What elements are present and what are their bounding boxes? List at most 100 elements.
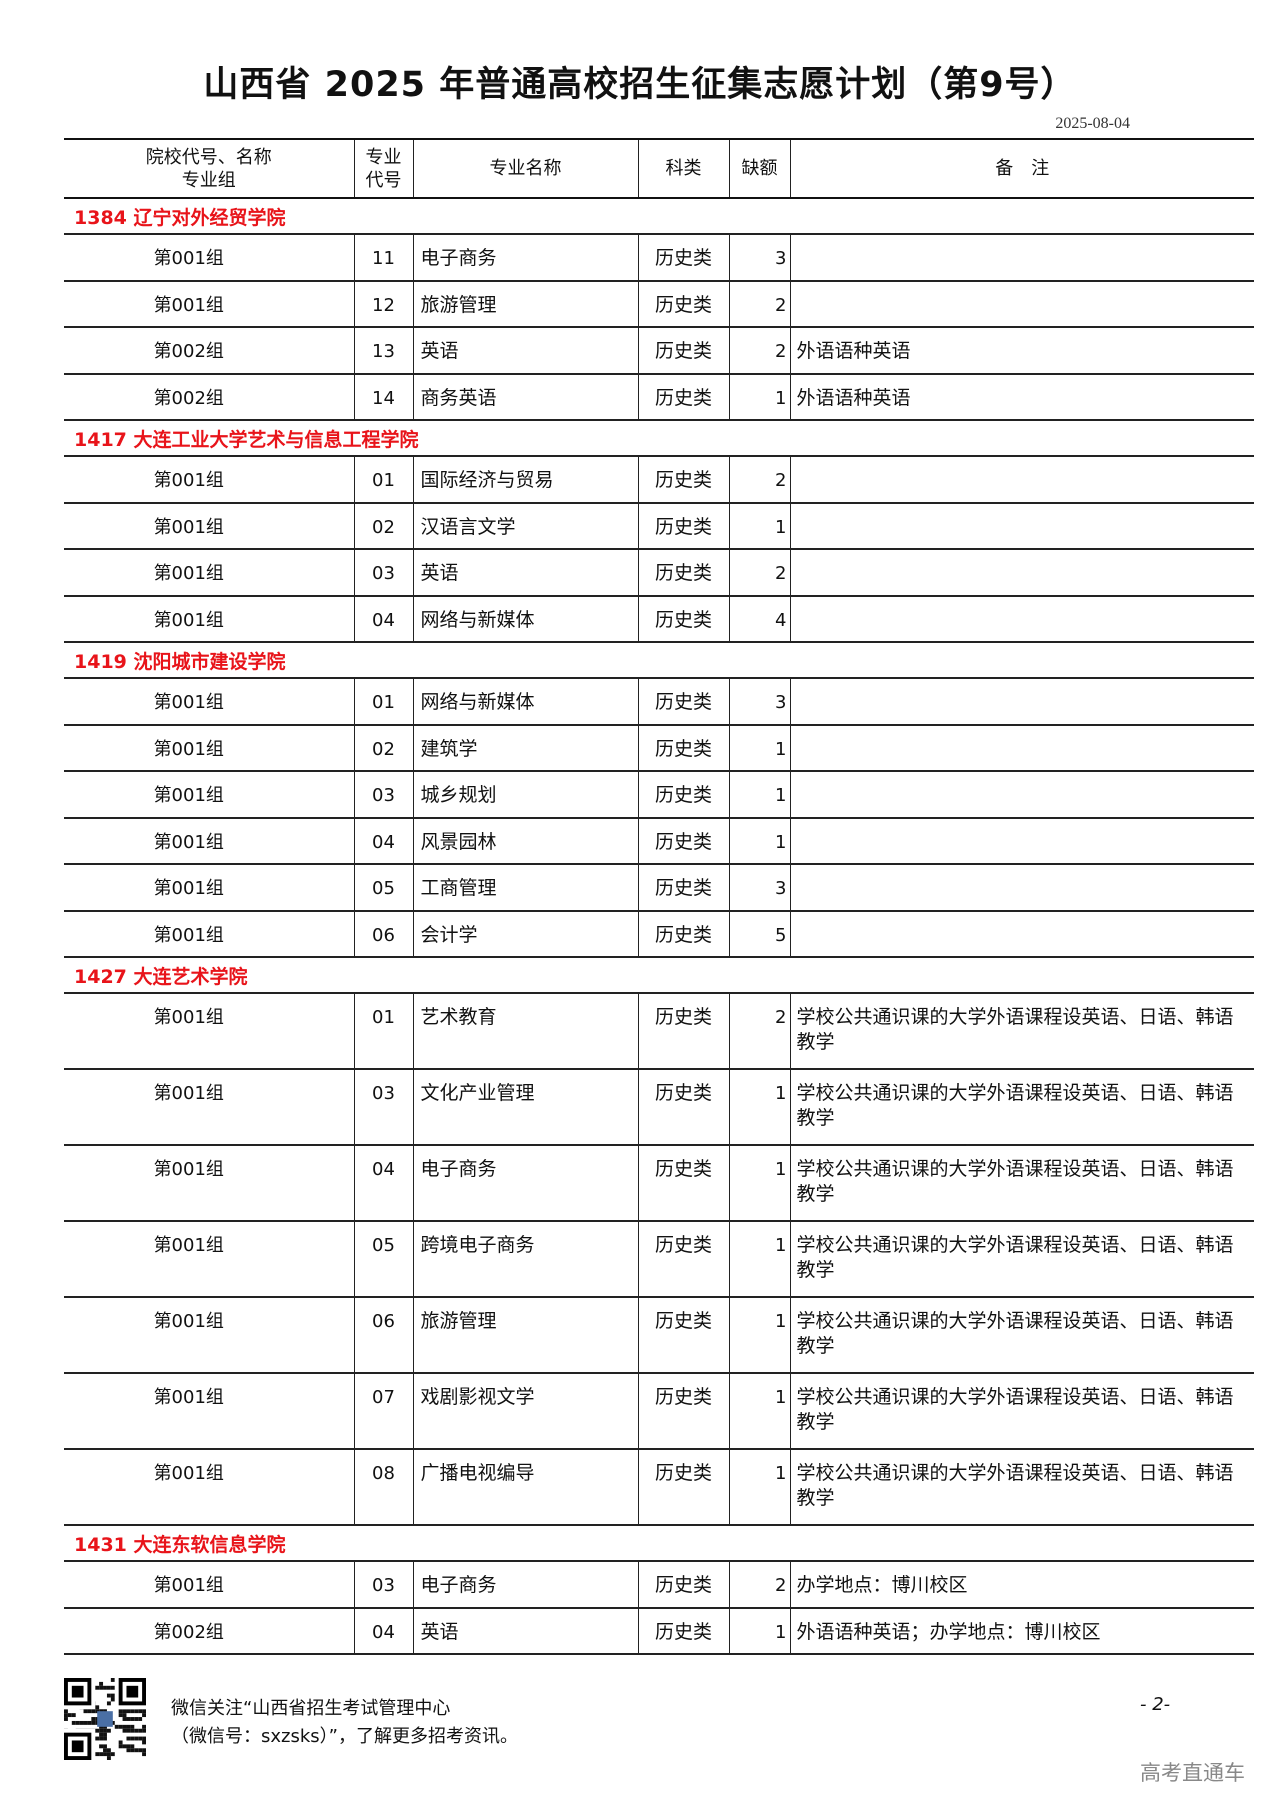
page-title: 山西省 2025 年普通高校招生征集志愿计划（第9号） [203, 65, 1077, 105]
category-cell: 历史类 [637, 1069, 729, 1145]
category-cell: 历史类 [637, 1145, 729, 1221]
major-code-cell: 13 [353, 327, 413, 374]
quota-cell: 1 [728, 817, 790, 864]
group-cell: 第001组 [153, 831, 224, 853]
table-row: 第001组 03 文化产业管理 历史类 1 学校公共通识课的大学外语课程设英语、日语、韩语… [64, 1069, 1254, 1145]
major-name-cell: 商务英语 [412, 373, 638, 420]
quota-cell: 1 [728, 1145, 790, 1221]
group-cell: 第001组 [153, 692, 224, 713]
table-row: 第002组 13 英语 历史类 2 外语语种英语 [64, 327, 1254, 374]
major-code-cell: 02 [353, 724, 413, 771]
category-cell: 历史类 [637, 1221, 729, 1297]
category-cell: 历史类 [637, 724, 729, 771]
qr-code-icon [64, 1678, 146, 1760]
major-name-cell: 汉语言文学 [412, 502, 638, 549]
group-cell: 第001组 [153, 563, 224, 584]
quota-cell: 1 [728, 1373, 790, 1449]
quota-cell: 3 [728, 234, 790, 281]
major-name-cell: 网络与新媒体 [412, 678, 638, 725]
table-row: 第001组 07 戏剧影视文学 历史类 1 学校公共通识课的大学外语课程设英语、日语、韩语… [64, 1373, 1254, 1449]
major-name-cell: 网络与新媒体 [412, 595, 638, 642]
category-cell: 历史类 [637, 373, 729, 420]
note-cell: 学校公共通识课的大学外语课程设英语、日语、韩语教学 [789, 993, 1254, 1069]
school-name: 1417 大连工业大学艺术与信息工程学院 [74, 428, 419, 451]
group-cell: 第001组 [153, 878, 224, 899]
header-category: 科类 [637, 139, 729, 198]
quota-cell: 2 [728, 456, 790, 503]
major-name-cell: 电子商务 [412, 1145, 638, 1221]
group-cell: 第001组 [153, 609, 224, 631]
category-cell: 历史类 [637, 678, 729, 725]
category-cell: 历史类 [637, 456, 729, 503]
table-row: 第001组 05 工商管理 历史类 3 [64, 864, 1254, 911]
table-row: 第002组 04 英语 历史类 1 外语语种英语；办学地点：博川校区 [64, 1607, 1254, 1654]
category-cell: 历史类 [637, 234, 729, 281]
major-name-cell: 跨境电子商务 [412, 1221, 638, 1297]
major-code-cell: 03 [353, 549, 413, 596]
table-row: 第001组 04 风景园林 历史类 1 [64, 817, 1254, 864]
major-name-cell: 国际经济与贸易 [412, 456, 638, 503]
major-name-cell: 会计学 [412, 910, 638, 957]
major-code-cell: 08 [353, 1449, 413, 1525]
category-cell: 历史类 [637, 280, 729, 327]
group-cell: 第001组 [153, 1007, 224, 1028]
group-cell: 第001组 [153, 1235, 224, 1256]
quota-cell: 1 [728, 1297, 790, 1373]
group-cell: 第001组 [153, 1159, 224, 1180]
header-code-line1: 专业 [365, 146, 402, 168]
group-cell: 第001组 [153, 1575, 224, 1596]
category-cell: 历史类 [637, 771, 729, 818]
major-code-cell: 05 [353, 1221, 413, 1297]
major-code-cell: 01 [353, 993, 413, 1069]
category-cell: 历史类 [637, 993, 729, 1069]
quota-cell: 1 [728, 1449, 790, 1525]
category-cell: 历史类 [637, 1607, 729, 1654]
group-cell: 第001组 [153, 516, 224, 538]
footer-wechat-line1: 微信关注“山西省招生考试管理中心 [171, 1698, 451, 1719]
group-cell: 第001组 [153, 470, 224, 491]
category-cell: 历史类 [637, 864, 729, 911]
major-code-cell: 11 [353, 234, 413, 281]
note-cell [789, 771, 1254, 818]
note-cell [789, 234, 1254, 281]
major-code-cell: 03 [353, 1561, 413, 1608]
group-cell: 第001组 [153, 785, 224, 806]
table-row: 第001组 04 网络与新媒体 历史类 4 [64, 595, 1254, 642]
note-cell [789, 549, 1254, 596]
note-cell [789, 595, 1254, 642]
note-cell [789, 280, 1254, 327]
major-name-cell: 电子商务 [412, 1561, 638, 1608]
major-name-cell: 建筑学 [412, 724, 638, 771]
table-row: 第001组 11 电子商务 历史类 3 [64, 234, 1254, 281]
table-row: 第001组 03 英语 历史类 2 [64, 549, 1254, 596]
major-name-cell: 风景园林 [412, 817, 638, 864]
note-cell: 学校公共通识课的大学外语课程设英语、日语、韩语教学 [789, 1069, 1254, 1145]
school-section-row: 1419 沈阳城市建设学院 [64, 642, 1254, 678]
major-code-cell: 03 [353, 771, 413, 818]
table-row: 第001组 03 电子商务 历史类 2 办学地点：博川校区 [64, 1561, 1254, 1608]
note-cell: 外语语种英语 [789, 373, 1254, 420]
header-quota: 缺额 [728, 139, 790, 198]
major-code-cell: 04 [353, 595, 413, 642]
major-code-cell: 05 [353, 864, 413, 911]
header-school-line1: 院校代号、名称 [145, 146, 272, 168]
note-cell: 办学地点：博川校区 [789, 1561, 1254, 1608]
quota-cell: 2 [728, 549, 790, 596]
quota-cell: 3 [728, 864, 790, 911]
header-school-line2: 专业组 [181, 169, 236, 191]
group-cell: 第001组 [153, 1463, 224, 1484]
category-cell: 历史类 [637, 910, 729, 957]
major-code-cell: 01 [353, 456, 413, 503]
document-date: 2025-08-04 [1055, 115, 1130, 132]
major-name-cell: 文化产业管理 [412, 1069, 638, 1145]
major-name-cell: 英语 [412, 327, 638, 374]
quota-cell: 1 [728, 1221, 790, 1297]
quota-cell: 2 [728, 280, 790, 327]
table-row: 第001组 08 广播电视编导 历史类 1 学校公共通识课的大学外语课程设英语、日语、韩语… [64, 1449, 1254, 1525]
watermark: 高考直通车 [1140, 1761, 1245, 1785]
major-code-cell: 01 [353, 678, 413, 725]
major-code-cell: 12 [353, 280, 413, 327]
group-cell: 第001组 [153, 294, 224, 316]
note-cell: 学校公共通识课的大学外语课程设英语、日语、韩语教学 [789, 1449, 1254, 1525]
table-row: 第001组 03 城乡规划 历史类 1 [64, 771, 1254, 818]
